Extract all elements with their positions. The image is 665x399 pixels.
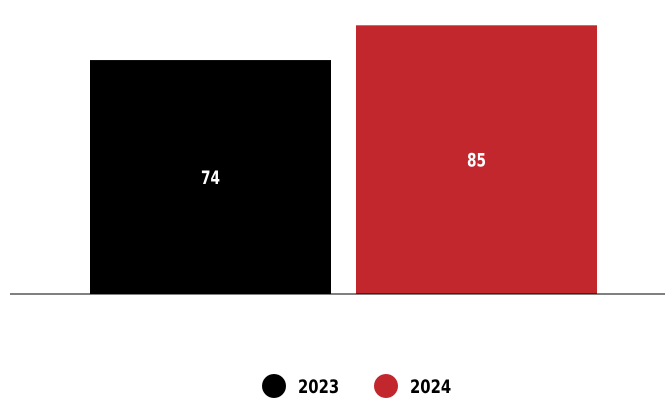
legend: 2023 2024: [262, 374, 451, 399]
legend-marker-2023: [262, 374, 286, 398]
value-label-2024: 85: [467, 149, 486, 171]
legend-marker-2024: [374, 374, 398, 398]
bars: [90, 25, 597, 295]
legend-label-2024: 2024: [410, 376, 451, 398]
bar-2024: [356, 25, 597, 295]
legend-item-2024: 2024: [374, 374, 451, 399]
legend-label-2023: 2023: [298, 376, 339, 398]
value-label-2023: 74: [201, 167, 220, 189]
value-labels: 74 85: [201, 149, 486, 188]
legend-item-2023: 2023: [262, 374, 339, 399]
bar-2023: [90, 60, 331, 295]
